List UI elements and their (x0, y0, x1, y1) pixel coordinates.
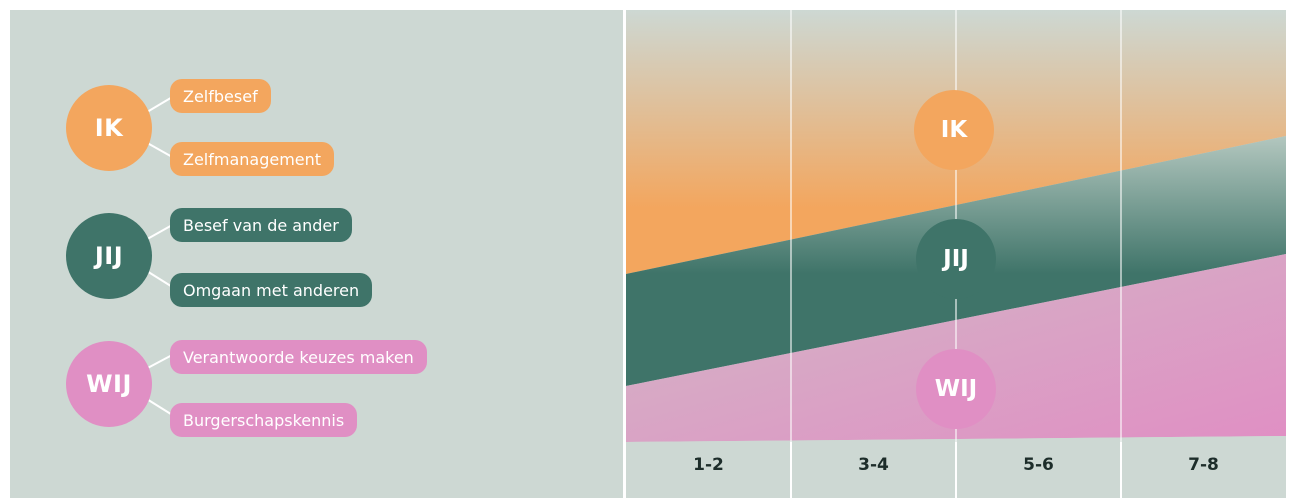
pill-besef-van-de-ander: Besef van de ander (170, 208, 352, 242)
pill-omgaan-met-anderen: Omgaan met anderen (170, 273, 373, 307)
pill-verantwoorde-keuzes-maken-label: Verantwoorde keuzes maken (183, 347, 414, 367)
pill-omgaan-met-anderen-label: Omgaan met anderen (183, 280, 360, 300)
jij-label: JIJ (94, 242, 124, 270)
band-label-jij: JIJ (916, 219, 996, 299)
band-label-jij-text: JIJ (943, 246, 969, 272)
growth-chart: IK JIJ WIJ 1-2 3-4 5-6 7-8 (626, 10, 1286, 498)
band-label-wij-text: WIJ (934, 376, 978, 402)
jij-circle: JIJ (66, 213, 152, 299)
pill-zelfbesef-label: Zelfbesef (183, 86, 258, 106)
ik-label: IK (94, 114, 124, 142)
pill-verantwoorde-keuzes-maken: Verantwoorde keuzes maken (170, 340, 427, 374)
page-canvas: IK Zelfbesef Zelfmanagement JIJ Besef va… (10, 10, 1286, 498)
pill-burgerschapskennis: Burgerschapskennis (170, 403, 358, 437)
tick-label-7-8: 7-8 (1188, 455, 1219, 475)
pill-burgerschapskennis-label: Burgerschapskennis (183, 410, 345, 430)
tick-label-5-6: 5-6 (1023, 455, 1054, 475)
tick-label-3-4: 3-4 (858, 455, 889, 475)
panel-divider (623, 10, 626, 498)
pill-zelfbesef: Zelfbesef (170, 79, 271, 113)
tick-label-1-2: 1-2 (693, 455, 724, 475)
wij-circle: WIJ (66, 341, 152, 427)
band-label-ik: IK (914, 90, 994, 170)
wij-label: WIJ (86, 370, 132, 398)
band-label-wij: WIJ (916, 349, 996, 429)
pill-besef-van-de-ander-label: Besef van de ander (183, 215, 339, 235)
pill-zelfmanagement-label: Zelfmanagement (183, 149, 322, 169)
pill-zelfmanagement: Zelfmanagement (170, 142, 335, 176)
band-label-ik-text: IK (940, 117, 968, 143)
ik-circle: IK (66, 85, 152, 171)
